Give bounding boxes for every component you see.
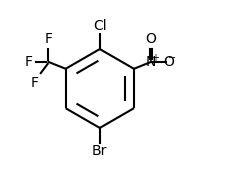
Text: Br: Br	[92, 144, 107, 158]
Text: F: F	[30, 76, 38, 90]
Text: Cl: Cl	[93, 19, 107, 33]
Text: F: F	[25, 55, 33, 69]
Text: −: −	[168, 53, 176, 64]
Text: N: N	[146, 55, 156, 69]
Text: O: O	[163, 55, 174, 69]
Text: O: O	[146, 32, 156, 46]
Text: F: F	[44, 33, 52, 47]
Text: +: +	[151, 53, 159, 63]
